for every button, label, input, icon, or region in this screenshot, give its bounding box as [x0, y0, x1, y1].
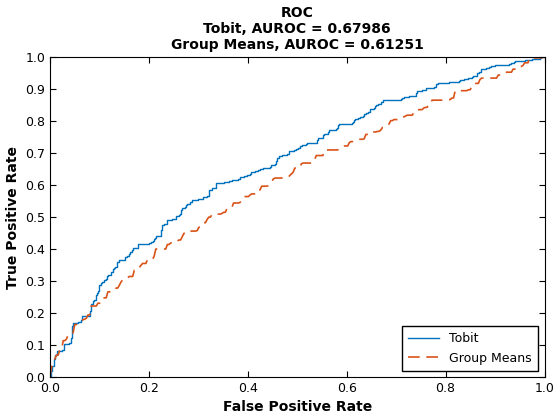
Title: ROC
Tobit, AUROC = 0.67986
Group Means, AUROC = 0.61251: ROC Tobit, AUROC = 0.67986 Group Means, … [171, 5, 424, 52]
Group Means [539, 55, 546, 60]
Legend: Tobit, Group Means: Tobit, Group Means [402, 326, 538, 371]
Line: Group Means: Group Means [50, 57, 544, 377]
Group Means [46, 375, 53, 380]
Tobit [538, 55, 544, 60]
Group Means [464, 88, 470, 93]
Group Means [339, 144, 346, 150]
Group Means [349, 139, 356, 144]
Tobit [348, 120, 355, 125]
Y-axis label: True Positive Rate: True Positive Rate [6, 146, 20, 289]
Group Means [495, 73, 502, 78]
Tobit [541, 55, 548, 60]
Tobit [349, 120, 356, 125]
Line: Tobit: Tobit [50, 57, 544, 377]
X-axis label: False Positive Rate: False Positive Rate [223, 400, 372, 415]
Group Means [341, 143, 348, 148]
Tobit [205, 193, 212, 198]
Tobit [184, 202, 190, 207]
Tobit [46, 375, 53, 380]
Tobit [180, 206, 187, 211]
Group Means [48, 364, 55, 369]
Group Means [541, 55, 548, 60]
Tobit [99, 280, 105, 285]
